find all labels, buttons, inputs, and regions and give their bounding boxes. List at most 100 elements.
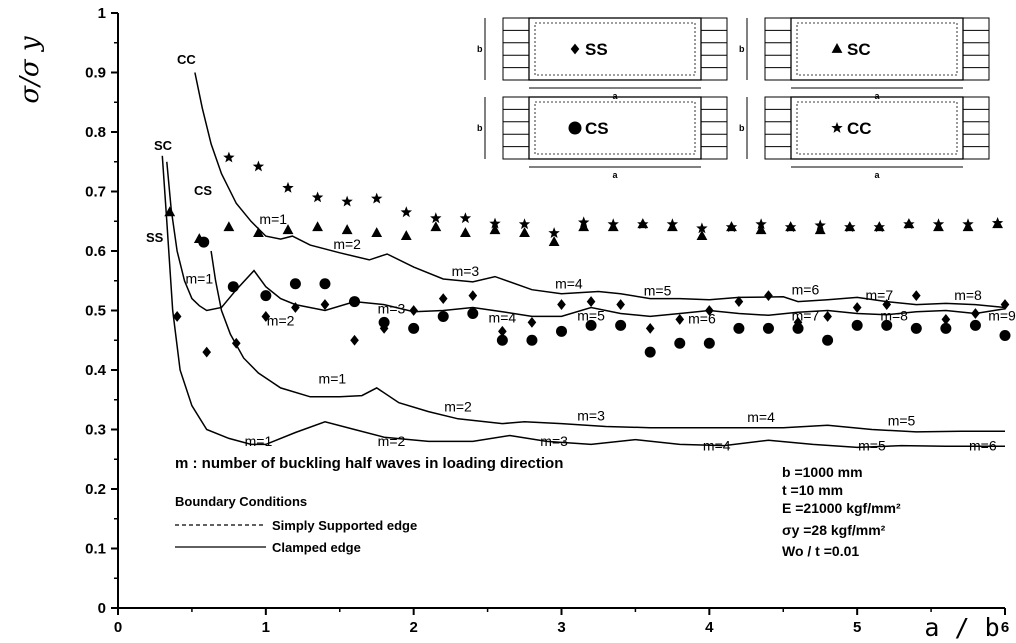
x-tick-label: 2 bbox=[409, 619, 417, 636]
x-tick-label: 4 bbox=[705, 619, 714, 636]
marker-cs bbox=[349, 296, 361, 308]
inset-marker-cs bbox=[568, 121, 582, 135]
marker-sc bbox=[371, 227, 383, 238]
bc-title: Boundary Conditions bbox=[175, 494, 307, 509]
marker-cs bbox=[585, 319, 597, 331]
marker-cc bbox=[696, 222, 708, 234]
marker-ss bbox=[823, 311, 832, 322]
marker-ss bbox=[793, 317, 803, 328]
curve-cc bbox=[194, 72, 1006, 309]
marker-ss bbox=[852, 302, 862, 313]
marker-sc bbox=[548, 236, 560, 246]
y-tick-label: 0.6 bbox=[85, 243, 106, 260]
inset-marker-cc bbox=[831, 122, 843, 133]
marker-ss bbox=[350, 334, 359, 346]
mode-label: m=5 bbox=[888, 412, 916, 428]
marker-cc bbox=[371, 192, 383, 204]
inset-marker-ss bbox=[570, 43, 580, 55]
inset-cc: b a CC bbox=[739, 96, 990, 180]
mode-label: m=5 bbox=[577, 308, 605, 324]
mode-label: m=4 bbox=[703, 437, 731, 453]
y-axis-label-text: σ/σ y bbox=[15, 36, 45, 104]
marker-ss bbox=[468, 290, 478, 302]
mode-label: m=3 bbox=[378, 300, 406, 316]
marker-ss bbox=[645, 322, 655, 334]
marker-sc bbox=[519, 227, 530, 238]
marker-cs bbox=[703, 337, 715, 349]
dim-b-label: b bbox=[477, 123, 483, 133]
marker-ss bbox=[882, 299, 892, 310]
y-axis-label: σ/σ y bbox=[15, 36, 45, 104]
marker-cs bbox=[644, 346, 656, 358]
marker-cs bbox=[526, 334, 538, 346]
marker-cc bbox=[459, 212, 472, 224]
param-t: t =10 mm bbox=[782, 482, 843, 498]
marker-cs bbox=[792, 322, 804, 334]
marker-cs bbox=[940, 322, 952, 334]
mode-label: m=4 bbox=[489, 309, 517, 325]
load-column bbox=[502, 96, 530, 160]
marker-cs bbox=[260, 290, 272, 302]
marker-ss bbox=[764, 290, 773, 302]
y-tick-label: 0.9 bbox=[85, 65, 106, 82]
plate-inner-outline bbox=[534, 101, 696, 155]
marker-cs bbox=[881, 319, 893, 331]
marker-cc bbox=[932, 218, 945, 230]
mode-label: m=3 bbox=[452, 263, 480, 279]
marker-cs bbox=[556, 325, 567, 337]
dim-a-label: a bbox=[874, 170, 880, 180]
load-column bbox=[502, 17, 530, 81]
mode-label: m=6 bbox=[969, 437, 997, 453]
plate-outline bbox=[790, 17, 964, 81]
param-sigma-y: σy =28 kgf/mm² bbox=[782, 522, 886, 538]
marker-cc bbox=[607, 218, 619, 230]
load-column bbox=[764, 96, 792, 160]
dim-a-label: a bbox=[612, 170, 618, 180]
marker-ss bbox=[172, 311, 182, 322]
marker-sc bbox=[253, 227, 264, 238]
marker-cs bbox=[851, 319, 863, 331]
marker-sc bbox=[400, 230, 412, 241]
plate-inner-outline bbox=[534, 22, 696, 76]
y-tick-label: 0 bbox=[98, 600, 106, 617]
y-tick-label: 0.1 bbox=[85, 541, 106, 558]
mode-label: m=2 bbox=[333, 236, 361, 252]
marker-cc bbox=[666, 218, 679, 230]
curve-ss bbox=[161, 155, 1005, 449]
marker-cc bbox=[430, 212, 442, 224]
inset-ss: b a SS bbox=[477, 17, 728, 101]
bc-clamped: Clamped edge bbox=[272, 540, 361, 555]
marker-cs bbox=[319, 278, 331, 290]
marker-cs bbox=[822, 334, 834, 346]
y-tick-label: 0.4 bbox=[85, 362, 107, 379]
marker-cc bbox=[844, 221, 856, 233]
mode-label: m=1 bbox=[319, 371, 347, 387]
marker-cc bbox=[991, 217, 1004, 228]
marker-sc bbox=[223, 221, 235, 232]
marker-cs bbox=[198, 236, 210, 248]
marker-cs bbox=[910, 322, 922, 334]
marker-ss bbox=[498, 325, 507, 337]
marker-cs bbox=[437, 310, 449, 322]
marker-sc bbox=[341, 224, 353, 235]
load-column bbox=[962, 17, 990, 81]
plate-outline bbox=[528, 96, 702, 160]
curve-label-ss: SS bbox=[146, 230, 164, 245]
mode-label: m=5 bbox=[858, 437, 886, 453]
mode-label: m=1 bbox=[185, 271, 213, 287]
marker-cc bbox=[311, 191, 324, 203]
marker-cc bbox=[873, 221, 885, 233]
mode-label: m=2 bbox=[267, 312, 295, 328]
parameter-list: b =1000 mm t =10 mm E =21000 kgf/mm² σy … bbox=[782, 464, 901, 559]
dim-b-label: b bbox=[477, 44, 483, 54]
marker-cs bbox=[969, 319, 981, 331]
mode-label: m=7 bbox=[866, 287, 894, 303]
marker-cs bbox=[762, 322, 774, 334]
marker-cc bbox=[489, 217, 501, 229]
mode-label: m=4 bbox=[747, 409, 775, 425]
marker-ss bbox=[705, 305, 714, 316]
marker-sc bbox=[578, 221, 590, 232]
marker-cc bbox=[814, 219, 826, 231]
boundary-condition-insets: b a SS b a SC b a CS b a CC bbox=[477, 17, 990, 180]
marker-cc bbox=[341, 195, 353, 207]
